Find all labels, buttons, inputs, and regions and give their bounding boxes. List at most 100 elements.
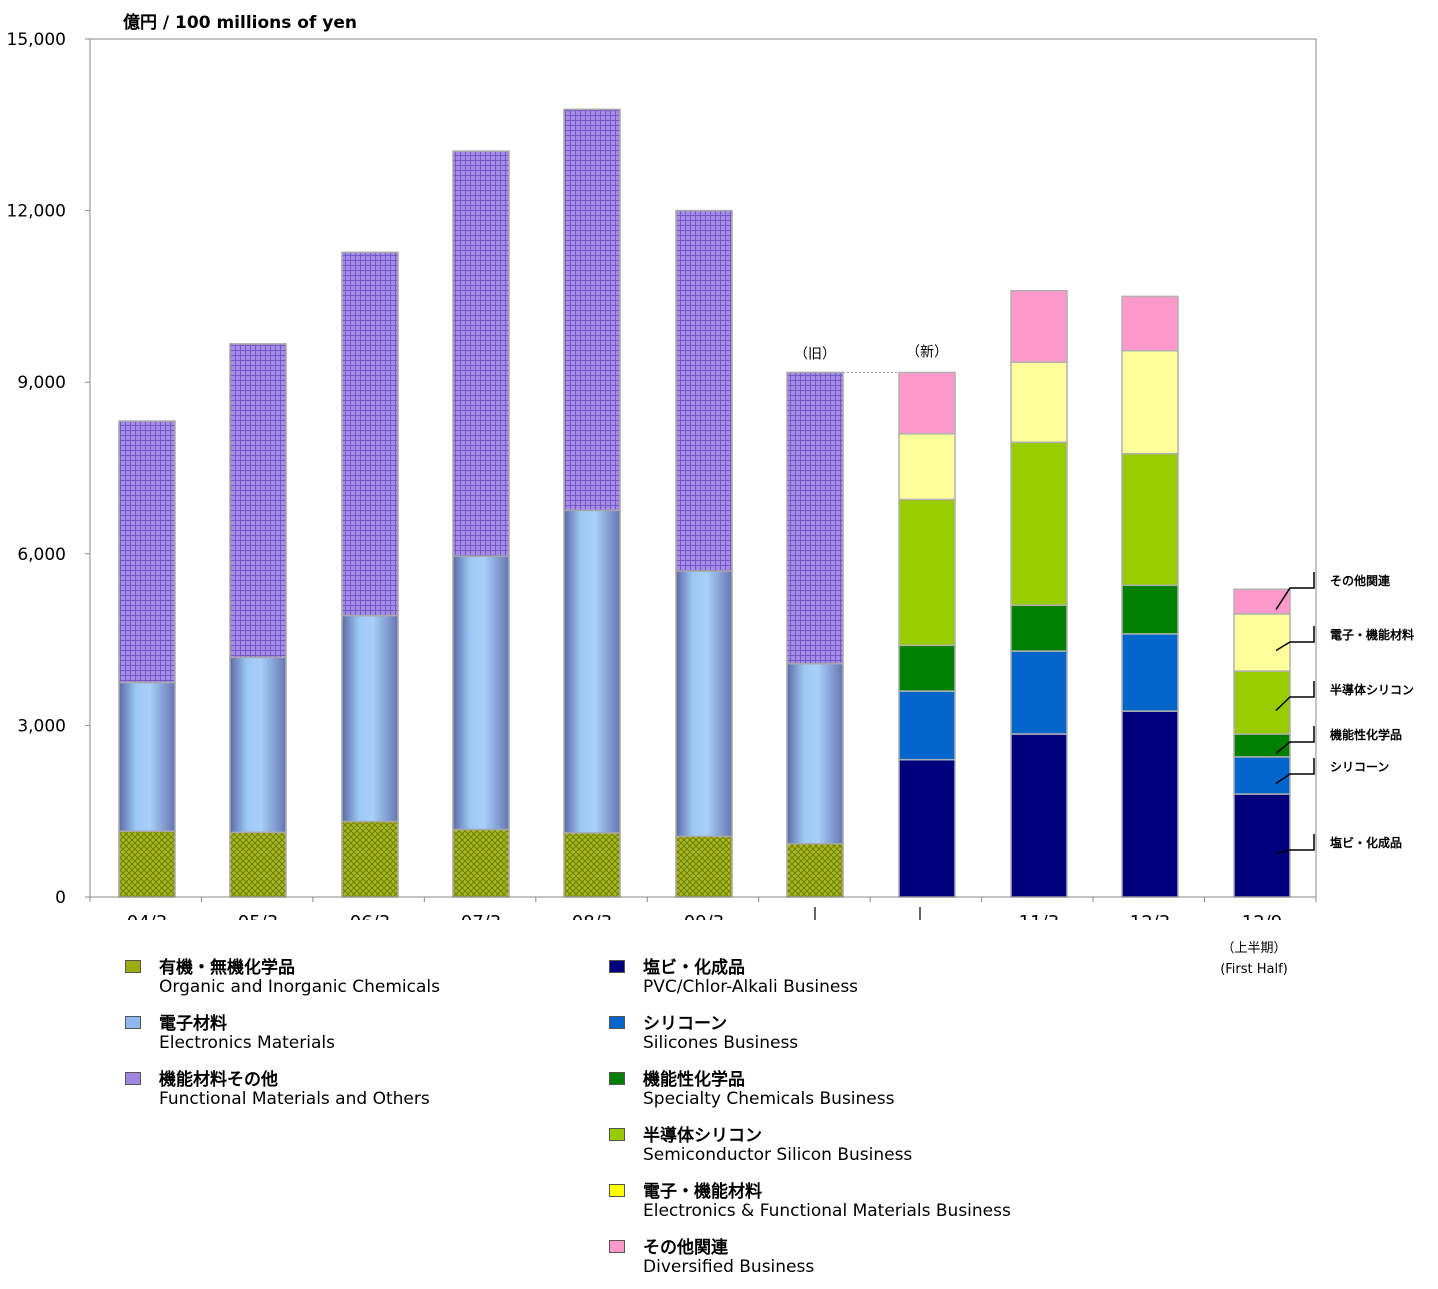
bar-segment	[898, 690, 956, 761]
x-tick-label: 12/9	[1242, 912, 1282, 920]
bar-segment	[118, 681, 176, 832]
y-tick-label: 15,000	[7, 30, 66, 50]
y-tick-label: 12,000	[7, 202, 66, 222]
legend-label-en: Electronics Materials	[159, 1033, 335, 1053]
first-half-ja: （上半期）	[1221, 941, 1287, 956]
legend-label-en: Semiconductor Silicon Business	[643, 1145, 913, 1165]
legend-label-en: Electronics & Functional Materials Busin…	[643, 1201, 1011, 1221]
bar-segment	[452, 828, 510, 898]
bar-segment	[452, 555, 510, 831]
bracket-10-3-right	[919, 907, 921, 920]
bar-segment	[1121, 349, 1179, 455]
bar-segment	[1010, 441, 1068, 607]
bar-segment	[563, 108, 621, 512]
first-half-en: (First Half)	[1220, 962, 1288, 977]
callout-label: その他関連	[1330, 573, 1391, 588]
stacked-bar-chart: 0 3,000 6,000 9,000 12,000 15,000 04/3 05/3 06/…	[7, 30, 1414, 920]
bar-segment	[1233, 613, 1291, 672]
callout-line	[1275, 834, 1315, 855]
bar-segment	[1010, 604, 1068, 652]
callout-label: 電子・機能材料	[1330, 627, 1414, 642]
legend-label-en: Functional Materials and Others	[159, 1089, 430, 1109]
bar-segment	[1121, 710, 1179, 898]
bar-segment	[118, 830, 176, 898]
y-tick-label: 0	[55, 888, 66, 908]
legend-item: 電子材料 Electronics Materials	[125, 1009, 565, 1065]
callout-line	[1275, 572, 1315, 610]
bar-segment	[341, 820, 399, 898]
legend-swatch	[609, 1072, 625, 1085]
callout-line	[1275, 626, 1315, 652]
x-tick-label: 07/3	[461, 912, 501, 920]
bar-segment	[898, 498, 956, 647]
bar-segment	[786, 371, 844, 665]
bar-segment	[675, 570, 733, 838]
bar-segment	[1121, 633, 1179, 712]
bar-segment	[1121, 295, 1179, 352]
x-tick-label: 05/3	[238, 912, 278, 920]
legend-item: 機能性化学品 Specialty Chemicals Business	[609, 1065, 1109, 1121]
x-tick-label: 06/3	[350, 912, 390, 920]
legend-label-ja: シリコーン	[643, 1014, 728, 1034]
legend-label-en: Silicones Business	[643, 1033, 799, 1053]
callout-label: シリコーン	[1330, 760, 1389, 774]
legend-new-segments: 塩ビ・化成品 PVC/Chlor-Alkali Business シリコーン Sili…	[609, 953, 1109, 1289]
x-tick-label: 12/3	[1130, 912, 1170, 920]
bar-segment	[1121, 452, 1179, 587]
bar-segment	[1233, 670, 1291, 735]
bar-segment	[786, 843, 844, 898]
legend-label-en: Diversified Business	[643, 1257, 815, 1277]
bar-segment	[675, 209, 733, 572]
bar-segment	[675, 835, 733, 898]
bar-segment	[452, 150, 510, 557]
legend-label-ja: 電子材料	[159, 1014, 227, 1034]
callout-line	[1275, 681, 1315, 712]
x-tick-label: 04/3	[127, 912, 167, 920]
x-tick-label-10-3: 10/3	[851, 918, 891, 920]
legend-swatch	[609, 1016, 625, 1029]
unit-label: 億円 / 100 millions of yen	[123, 13, 357, 33]
bar-segment	[1010, 289, 1068, 363]
callout-line	[1275, 758, 1315, 785]
x-axis: 04/3 05/3 06/3 07/3 08/3 09/3 11/3 12/3 12/9 10/3	[89, 896, 1317, 920]
bar-segment	[786, 662, 844, 845]
legend-label-ja: その他関連	[643, 1238, 728, 1258]
bar-segment	[118, 420, 176, 684]
bar-segment	[341, 614, 399, 823]
bars	[118, 108, 1291, 898]
legend-swatch	[609, 1184, 625, 1197]
bar-segment	[1010, 733, 1068, 898]
legend-item: 塩ビ・化成品 PVC/Chlor-Alkali Business	[609, 953, 1109, 1009]
y-axis: 0 3,000 6,000 9,000 12,000 15,000	[7, 30, 90, 908]
bar-segment	[898, 644, 956, 692]
legend-swatch	[125, 1016, 141, 1029]
note-new: （新）	[906, 344, 948, 360]
annotations: （旧） （新） その他関連電子・機能材料半導体シリコン機能性化学品シリコーン塩ビ・化…	[794, 344, 1414, 855]
x-tick-label: 09/3	[684, 912, 724, 920]
legend-label-ja: 機能性化学品	[643, 1070, 745, 1090]
legend-item: 有機・無機化学品 Organic and Inorganic Chemicals	[125, 953, 565, 1009]
legend-label-en: PVC/Chlor-Alkali Business	[643, 977, 859, 997]
legend-swatch	[609, 1240, 625, 1253]
bar-segment	[898, 371, 956, 435]
callout-label: 半導体シリコン	[1330, 682, 1414, 697]
bar-segment	[1233, 756, 1291, 795]
legend-label-ja: 塩ビ・化成品	[643, 958, 745, 978]
legend-swatch	[609, 960, 625, 973]
bar-segment	[898, 758, 956, 898]
legend-label-ja: 機能材料その他	[159, 1070, 278, 1090]
legend-label-en: Specialty Chemicals Business	[643, 1089, 895, 1109]
legend-item: 半導体シリコン Semiconductor Silicon Business	[609, 1121, 1109, 1177]
bar-segment	[563, 509, 621, 834]
callout-label: 機能性化学品	[1330, 727, 1402, 742]
bar-segment	[1233, 793, 1291, 898]
legend-label-ja: 電子・機能材料	[643, 1182, 762, 1202]
legend-item: 機能材料その他 Functional Materials and Others	[125, 1065, 565, 1121]
bar-segment	[229, 656, 287, 834]
bar-segment	[229, 831, 287, 898]
y-tick-label: 6,000	[17, 545, 66, 565]
bar-segment	[1010, 650, 1068, 735]
bracket-10-3-left	[814, 907, 816, 920]
callout-line	[1275, 726, 1315, 755]
bar-segment	[1233, 588, 1291, 615]
